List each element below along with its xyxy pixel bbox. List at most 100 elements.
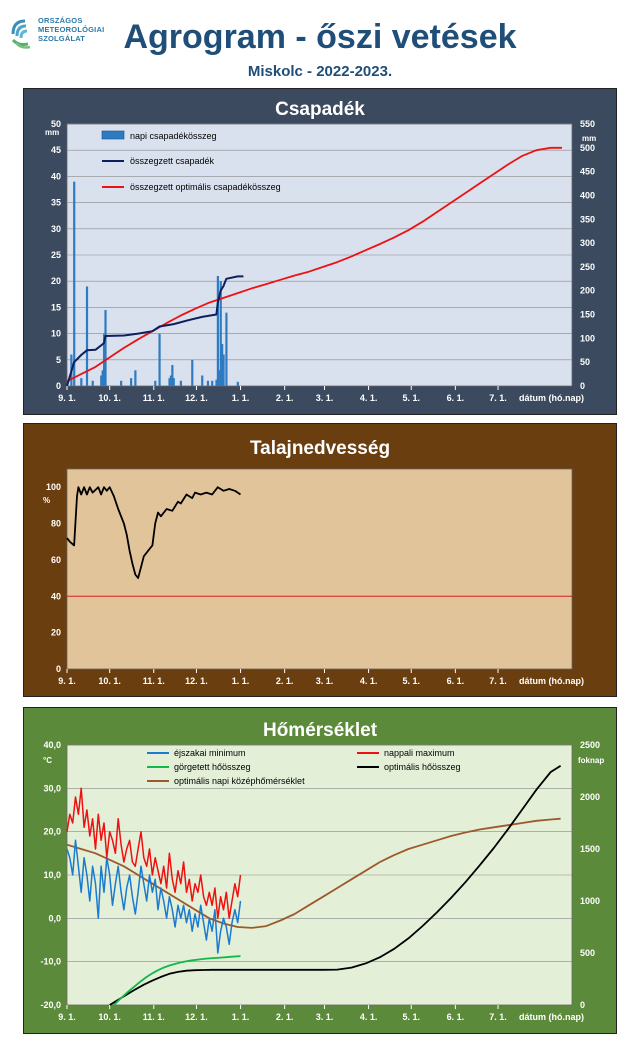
- precip-bar: [104, 310, 107, 386]
- precipitation-title: Csapadék: [275, 99, 365, 120]
- plot-area: [66, 468, 573, 670]
- temp-y-left-tick-label: 20,0: [43, 827, 61, 837]
- soil-x-tick-label: 7. 1.: [489, 676, 507, 686]
- precip-y-right-unit: mm: [582, 134, 596, 143]
- precip-x-axis-label: dátum (hó.nap): [519, 393, 584, 403]
- temp-x-tick-label: 5. 1.: [402, 1012, 420, 1022]
- precip-bar: [221, 344, 224, 386]
- legend-rolling-heat-sum-label: görgetett hőösszeg: [174, 762, 251, 772]
- precip-bar: [91, 380, 94, 386]
- legend-swatch-daily: [101, 130, 125, 140]
- soil-moisture-chart: 0 20 40 60 80 100% 9. 1. 10. 1. 11. 1. 12. 1. 1. 1…: [43, 468, 584, 686]
- soil-moisture-panel: Talajnedvesség 0 20 40 60 80 100% 9. 1. 10. 1. 1…: [23, 423, 617, 697]
- precip-x-tick-label: 11. 1.: [143, 393, 165, 403]
- precip-x-tick-label: 3. 1.: [316, 393, 334, 403]
- precip-bar: [171, 365, 174, 386]
- logo-line-2: METEOROLÓGIAI: [38, 25, 105, 34]
- temp-y-right-tick-label: 2000: [580, 792, 600, 802]
- temperature-title: Hőmérséklet: [262, 720, 378, 741]
- logo-text: ORSZÁGOS METEOROLÓGIAI SZOLGÁLAT: [38, 16, 104, 43]
- temp-x-tick-label: 9. 1.: [58, 1012, 76, 1022]
- precip-x-tick-label: 6. 1.: [447, 393, 465, 403]
- soil-x-tick-label: 4. 1.: [360, 676, 378, 686]
- precip-bar: [206, 380, 210, 386]
- precip-y-right-tick-label: 300: [580, 238, 595, 248]
- temp-x-tick-label: 1. 1.: [232, 1012, 250, 1022]
- soil-x-tick-label: 12. 1.: [185, 676, 208, 686]
- precip-y-right-tick-label: 50: [580, 357, 590, 367]
- temp-y-right-tick-label: 1000: [580, 896, 600, 906]
- precip-y-right-tick-label: 0: [580, 381, 585, 391]
- legend-optimal-heat-sum-label: optimális hőösszeg: [384, 762, 461, 772]
- precip-bar: [191, 359, 194, 386]
- precip-bar: [216, 275, 219, 386]
- precip-bar: [172, 378, 175, 386]
- page-title: Agrogram - őszi vetések: [123, 18, 517, 56]
- precipitation-panel: Csapadék 0 5 10 15 20 25 30 35 40 45 50 0 50 100 150 20…: [23, 88, 617, 415]
- legend-label-optimal: összegzett optimális csapadékösszeg: [130, 182, 281, 192]
- temp-x-tick-label: 11. 1.: [143, 1012, 165, 1022]
- soil-y-tick-label: 20: [51, 628, 61, 638]
- soil-y-tick-label: 60: [51, 555, 61, 565]
- precip-bar: [169, 375, 173, 386]
- precip-bar: [201, 375, 204, 386]
- precip-y-left-tick-label: 50: [51, 119, 61, 129]
- temp-y-right-unit: foknap: [578, 756, 604, 765]
- precip-bar: [179, 380, 183, 386]
- legend-label-daily: napi csapadékösszeg: [130, 131, 217, 141]
- precip-x-tick-label: 5. 1.: [402, 393, 420, 403]
- temp-x-tick-label: 2. 1.: [276, 1012, 294, 1022]
- temp-y-left-unit: °C: [43, 756, 52, 765]
- night-min-line: [66, 839, 242, 954]
- logo-line-1: ORSZÁGOS: [38, 16, 83, 25]
- precip-bar: [168, 378, 171, 386]
- precip-x-tick-label: 7. 1.: [489, 393, 507, 403]
- precip-bar: [80, 378, 83, 386]
- temp-y-left-tick-label: -20,0: [40, 1000, 61, 1010]
- precip-bar: [225, 312, 228, 386]
- legend-label-cumulative: összegzett csapadék: [130, 156, 215, 166]
- temperature-panel: Hőmérséklet -20,0 -10,0 0,0 10,0 20,0 30,0 40,…: [23, 707, 617, 1034]
- precip-x-tick-label: 12. 1.: [185, 393, 208, 403]
- page-subtitle: Miskolc - 2022-2023.: [247, 63, 393, 80]
- precip-y-right-tick-label: 550: [580, 119, 595, 129]
- precip-y-right-tick-label: 350: [580, 214, 595, 224]
- temp-x-tick-label: 7. 1.: [489, 1012, 507, 1022]
- precip-bar: [134, 370, 137, 386]
- precipitation-chart: 0510152025303540455005010015020025030035…: [45, 119, 596, 403]
- soil-y-tick-label: 40: [51, 591, 61, 601]
- precip-bar: [154, 380, 157, 386]
- legend-night-min-label: éjszakai minimum: [174, 748, 246, 758]
- precip-y-left-tick-label: 20: [51, 276, 61, 286]
- precip-bar: [85, 286, 89, 386]
- precip-bar: [215, 379, 218, 386]
- precip-bar: [100, 375, 103, 386]
- logo-line-3: SZOLGÁLAT: [38, 34, 86, 43]
- precip-y-right-tick-label: 450: [580, 167, 595, 177]
- precip-x-tick-label: 10. 1.: [98, 393, 121, 403]
- precip-bar: [130, 378, 133, 386]
- soil-x-tick-label: 1. 1.: [232, 676, 250, 686]
- temp-y-right-tick-label: 0: [580, 1000, 585, 1010]
- precip-bar: [219, 281, 222, 386]
- precip-x-tick-label: 9. 1.: [58, 393, 76, 403]
- temp-x-tick-label: 10. 1.: [98, 1012, 121, 1022]
- precip-bar: [73, 181, 76, 386]
- precip-x-tick-label: 1. 1.: [232, 393, 250, 403]
- precip-bar: [218, 370, 221, 386]
- soil-moisture-line: [66, 486, 241, 579]
- temp-x-tick-label: 12. 1.: [185, 1012, 208, 1022]
- precip-y-left-tick-label: 0: [56, 381, 61, 391]
- precip-y-left-tick-label: 40: [51, 171, 61, 181]
- temperature-chart: -20,0 -10,0 0,0 10,0 20,0 30,0 40,0 0 500 1000 150…: [40, 740, 604, 1022]
- temp-y-left-tick-label: -10,0: [40, 957, 61, 967]
- legend-day-max-label: nappali maximum: [384, 748, 455, 758]
- temp-y-left-tick-label: 40,0: [43, 740, 61, 750]
- precip-y-right-tick-label: 200: [580, 286, 595, 296]
- soil-moisture-title: Talajnedvesség: [249, 438, 391, 459]
- temp-y-right-tick-label: 500: [580, 948, 595, 958]
- precip-y-right-tick-label: 250: [580, 262, 595, 272]
- precip-y-left-tick-label: 15: [51, 302, 61, 312]
- temp-y-left-tick-label: 10,0: [43, 870, 61, 880]
- soil-x-tick-label: 11. 1.: [143, 676, 165, 686]
